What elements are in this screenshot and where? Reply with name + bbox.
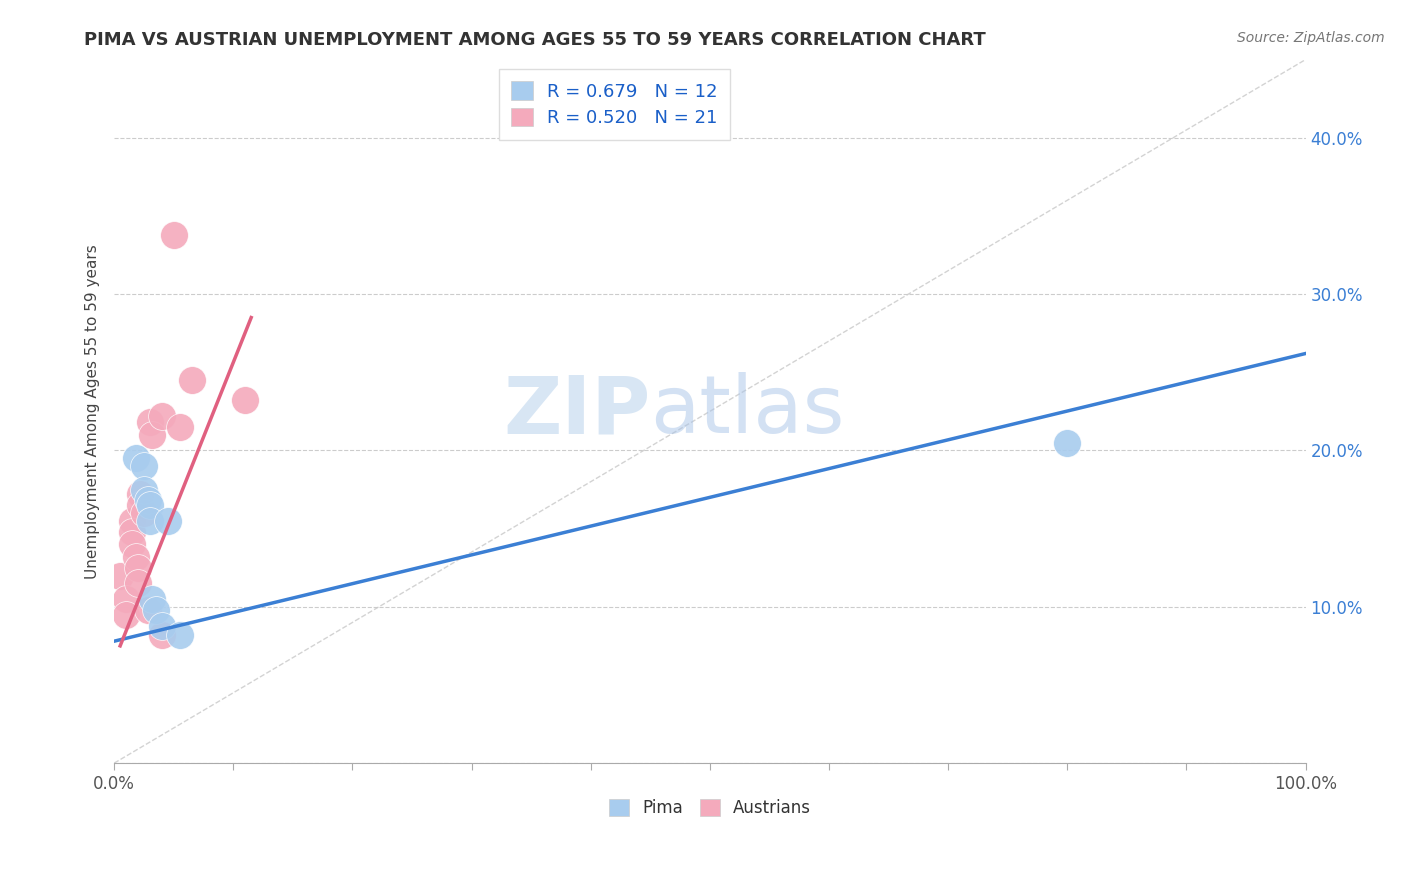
Point: [124, 451, 146, 466]
Point: [136, 603, 159, 617]
Point: [150, 409, 173, 423]
Text: PIMA VS AUSTRIAN UNEMPLOYMENT AMONG AGES 55 TO 59 YEARS CORRELATION CHART: PIMA VS AUSTRIAN UNEMPLOYMENT AMONG AGES…: [84, 31, 986, 49]
Point: [132, 459, 155, 474]
Point: [1056, 435, 1078, 450]
Point: [121, 524, 143, 539]
Text: ZIP: ZIP: [503, 372, 651, 450]
Point: [132, 506, 155, 520]
Text: atlas: atlas: [651, 372, 845, 450]
Y-axis label: Unemployment Among Ages 55 to 59 years: Unemployment Among Ages 55 to 59 years: [86, 244, 100, 579]
Point: [139, 498, 162, 512]
Point: [180, 373, 202, 387]
Point: [139, 514, 162, 528]
Point: [156, 514, 179, 528]
Point: [141, 591, 163, 606]
Point: [132, 483, 155, 497]
Point: [141, 427, 163, 442]
Point: [150, 628, 173, 642]
Point: [233, 393, 256, 408]
Point: [150, 618, 173, 632]
Point: [115, 607, 138, 622]
Point: [121, 537, 143, 551]
Point: [163, 227, 186, 242]
Point: [145, 603, 167, 617]
Point: [127, 576, 149, 591]
Point: [127, 560, 149, 574]
Point: [108, 568, 131, 582]
Point: [129, 498, 152, 512]
Text: Source: ZipAtlas.com: Source: ZipAtlas.com: [1237, 31, 1385, 45]
Point: [169, 628, 191, 642]
Legend: Pima, Austrians: Pima, Austrians: [600, 790, 820, 825]
Point: [121, 514, 143, 528]
Point: [115, 591, 138, 606]
Point: [129, 487, 152, 501]
Point: [169, 420, 191, 434]
Point: [124, 549, 146, 564]
Point: [139, 415, 162, 429]
Point: [136, 493, 159, 508]
